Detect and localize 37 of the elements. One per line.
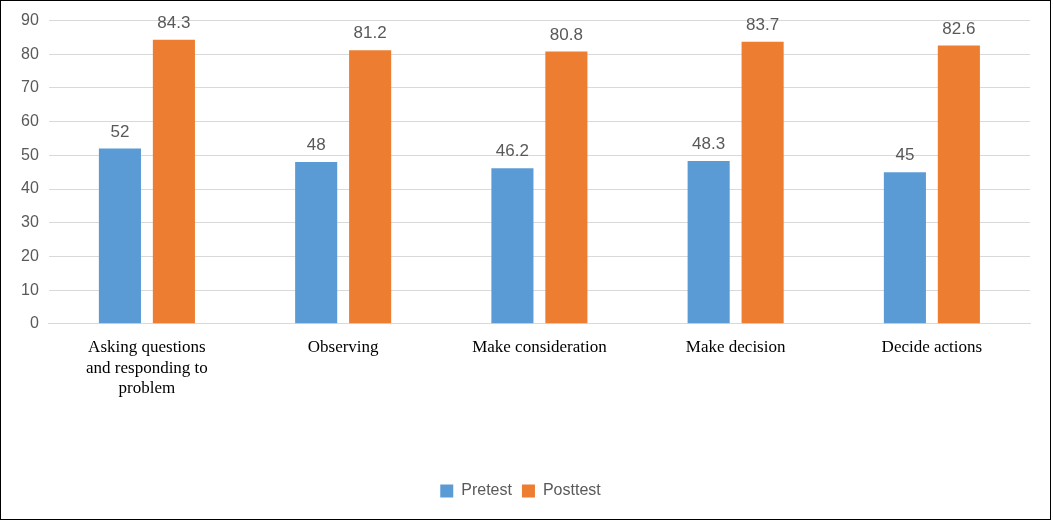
bar: [687, 161, 730, 324]
y-tick-label: 70: [21, 78, 39, 96]
x-tick-label: Make consideration: [472, 337, 608, 357]
data-label: 46.2: [495, 141, 529, 161]
y-tick-label: 90: [21, 11, 39, 29]
legend-label: Posttest: [542, 481, 602, 499]
bar: [98, 148, 141, 324]
bar: [937, 45, 980, 324]
bar: [883, 172, 926, 324]
data-label: 83.7: [746, 15, 780, 35]
data-label: 82.6: [942, 18, 976, 38]
y-tick-label: 0: [29, 314, 39, 332]
legend-label: Pretest: [461, 481, 513, 499]
y-tick-label: 80: [21, 44, 39, 62]
y-tick-label: 30: [21, 213, 39, 231]
bar: [152, 39, 195, 324]
data-label: 52: [110, 121, 130, 141]
bar: [491, 168, 534, 324]
x-tick-label: Observing: [307, 337, 380, 357]
y-tick-label: 60: [21, 112, 39, 130]
bar: [349, 50, 392, 324]
y-tick-label: 10: [21, 280, 39, 298]
bar: [545, 51, 588, 324]
y-tick-label: 50: [21, 145, 39, 163]
data-label: 45: [895, 145, 915, 165]
data-label: 48.3: [692, 134, 726, 154]
bar: [741, 41, 784, 324]
data-label: 84.3: [157, 12, 191, 32]
x-tick-label: Decide actions: [881, 337, 983, 357]
bar: [295, 162, 338, 324]
x-tick-label: Make decision: [685, 337, 786, 357]
y-tick-label: 40: [21, 179, 39, 197]
data-label: 81.2: [353, 23, 387, 43]
data-label: 48: [306, 135, 326, 155]
y-tick-label: 20: [21, 246, 39, 264]
data-label: 80.8: [549, 24, 583, 44]
x-tick-label: Asking questions and responding to problem: [86, 337, 208, 398]
